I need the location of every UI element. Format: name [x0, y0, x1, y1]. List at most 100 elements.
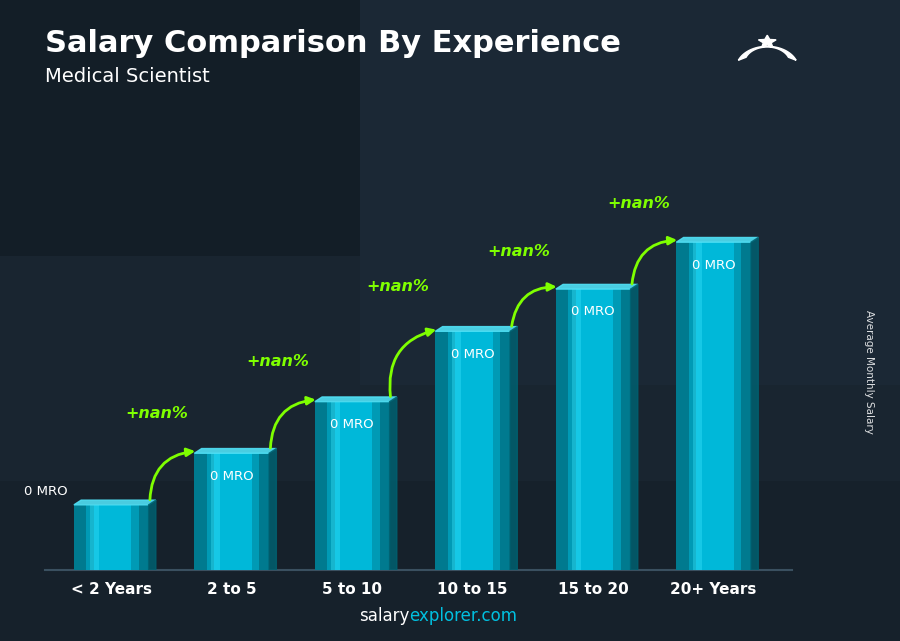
Bar: [230, 453, 232, 570]
Bar: [573, 289, 576, 570]
Bar: [719, 242, 721, 570]
Bar: [99, 505, 102, 570]
Bar: [498, 331, 500, 570]
Polygon shape: [194, 449, 276, 453]
Bar: [610, 289, 613, 570]
Bar: [355, 402, 357, 570]
Bar: [136, 505, 139, 570]
Bar: [104, 505, 106, 570]
Bar: [598, 289, 600, 570]
Bar: [352, 402, 355, 570]
Bar: [227, 453, 230, 570]
Bar: [102, 505, 104, 570]
Bar: [256, 453, 259, 570]
Polygon shape: [269, 449, 276, 570]
Bar: [468, 331, 470, 570]
Bar: [217, 453, 220, 570]
Text: 0 MRO: 0 MRO: [330, 418, 374, 431]
Bar: [380, 402, 382, 570]
Polygon shape: [751, 237, 759, 570]
Bar: [237, 453, 239, 570]
Bar: [485, 331, 488, 570]
Bar: [739, 242, 741, 570]
Bar: [472, 331, 475, 570]
Bar: [320, 402, 322, 570]
Text: explorer.com: explorer.com: [410, 607, 518, 625]
Bar: [440, 331, 443, 570]
Text: +nan%: +nan%: [487, 244, 550, 260]
Bar: [335, 402, 338, 570]
Bar: [711, 242, 714, 570]
Bar: [146, 505, 148, 570]
Polygon shape: [631, 285, 638, 570]
Polygon shape: [390, 397, 397, 570]
Bar: [688, 242, 691, 570]
Bar: [144, 505, 146, 570]
Bar: [141, 505, 144, 570]
Text: Average Monthly Salary: Average Monthly Salary: [863, 310, 874, 434]
Bar: [81, 505, 84, 570]
Bar: [606, 289, 608, 570]
Bar: [697, 242, 698, 570]
Bar: [76, 505, 79, 570]
Bar: [450, 331, 453, 570]
Bar: [568, 289, 571, 570]
Bar: [232, 453, 234, 570]
Bar: [475, 331, 478, 570]
Bar: [347, 402, 350, 570]
Text: +nan%: +nan%: [246, 354, 309, 369]
Bar: [220, 453, 221, 570]
Bar: [329, 402, 332, 570]
Bar: [452, 331, 461, 570]
Bar: [242, 453, 244, 570]
Bar: [743, 242, 746, 570]
Bar: [438, 331, 440, 570]
Bar: [590, 289, 593, 570]
Bar: [96, 505, 99, 570]
Text: Medical Scientist: Medical Scientist: [45, 67, 210, 87]
Bar: [749, 242, 751, 570]
Bar: [687, 242, 688, 570]
Polygon shape: [315, 397, 397, 402]
Bar: [736, 242, 739, 570]
Bar: [714, 242, 716, 570]
Bar: [131, 505, 134, 570]
Bar: [731, 242, 734, 570]
Bar: [726, 242, 729, 570]
Bar: [129, 505, 131, 570]
Bar: [249, 453, 252, 570]
Bar: [79, 505, 81, 570]
Bar: [593, 289, 596, 570]
Bar: [377, 402, 380, 570]
Bar: [729, 242, 731, 570]
Bar: [239, 453, 242, 570]
Text: salary: salary: [359, 607, 410, 625]
Bar: [315, 402, 318, 570]
Bar: [623, 289, 626, 570]
Text: 0 MRO: 0 MRO: [24, 485, 68, 498]
Bar: [342, 402, 345, 570]
Bar: [345, 402, 347, 570]
Bar: [224, 453, 227, 570]
Bar: [374, 402, 377, 570]
Bar: [446, 331, 448, 570]
Text: Salary Comparison By Experience: Salary Comparison By Experience: [45, 29, 621, 58]
Bar: [676, 242, 679, 570]
Bar: [106, 505, 109, 570]
Bar: [492, 331, 495, 570]
Bar: [370, 402, 373, 570]
Bar: [724, 242, 726, 570]
Text: +nan%: +nan%: [366, 279, 429, 294]
Bar: [453, 331, 455, 570]
Bar: [470, 331, 472, 570]
Bar: [116, 505, 119, 570]
Bar: [616, 289, 618, 570]
Bar: [558, 289, 561, 570]
Bar: [214, 453, 217, 570]
Bar: [362, 402, 364, 570]
Bar: [579, 289, 580, 570]
Bar: [262, 453, 264, 570]
Bar: [436, 331, 438, 570]
Text: 0 MRO: 0 MRO: [692, 258, 735, 272]
Bar: [328, 402, 329, 570]
